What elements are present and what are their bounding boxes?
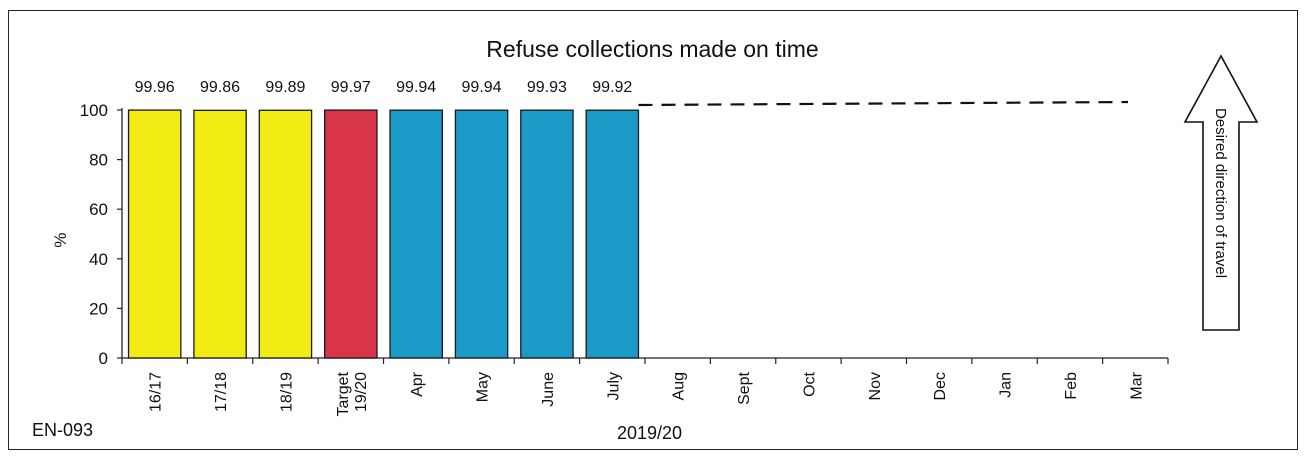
x-axis-label: 2019/20: [617, 423, 683, 443]
data-label: 99.92: [592, 79, 632, 96]
y-tick-label: 0: [99, 349, 108, 368]
y-tick-label: 40: [89, 250, 108, 269]
x-tick-label: Apr: [409, 371, 426, 397]
x-tick-label: Aug: [671, 372, 688, 400]
chart-title: Refuse collections made on time: [486, 36, 819, 62]
x-tick-label: Feb: [1063, 372, 1080, 400]
bar: [193, 109, 247, 359]
x-tick-label: Target19/20: [335, 371, 370, 416]
x-tick-label: Dec: [932, 372, 949, 400]
data-label: 99.89: [265, 79, 305, 96]
y-tick-label: 20: [89, 299, 108, 318]
x-tick-label: May: [475, 372, 492, 402]
x-tick-label: Nov: [867, 372, 884, 400]
bar: [454, 109, 509, 359]
bar: [389, 109, 443, 359]
y-tick-label: 100: [80, 101, 108, 120]
data-label: 99.94: [396, 79, 436, 96]
x-tick-label: Sept: [736, 371, 753, 404]
y-axis-label: %: [51, 232, 70, 247]
y-tick-label: 60: [89, 200, 108, 219]
data-label: 99.97: [331, 79, 371, 96]
x-tick-label: July: [605, 372, 622, 400]
y-tick-label: 80: [89, 151, 108, 170]
report-code: EN-093: [32, 420, 94, 440]
x-tick-label: Jan: [998, 372, 1015, 398]
direction-arrow-icon: [1183, 54, 1259, 331]
bar: [258, 109, 313, 359]
bar: [127, 109, 182, 359]
direction-arrow-label: Desired direction of travel: [1212, 108, 1229, 278]
x-tick-label: 16/17: [148, 372, 165, 412]
x-tick-label: 17/18: [213, 372, 230, 412]
bar: [324, 109, 378, 359]
x-tick-label: Mar: [1128, 371, 1145, 399]
data-label: 99.94: [462, 79, 502, 96]
data-label: 99.93: [527, 79, 567, 96]
target-line: [638, 100, 1129, 107]
x-tick-label: Oct: [801, 371, 818, 396]
x-tick-label: June: [540, 372, 557, 407]
x-tick-label: 18/19: [278, 372, 295, 412]
data-label: 99.96: [135, 79, 175, 96]
bar: [585, 109, 640, 359]
bar: [520, 109, 574, 359]
data-label: 99.86: [200, 79, 240, 96]
